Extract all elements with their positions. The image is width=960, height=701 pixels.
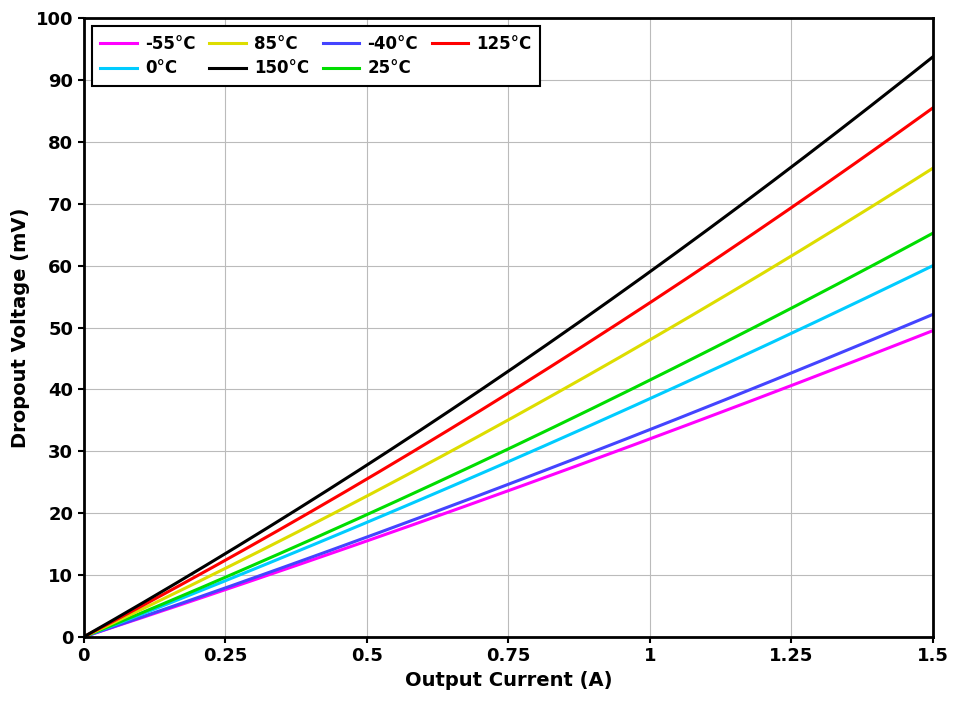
0°C bbox=[584, 422, 595, 430]
Line: 0°C: 0°C bbox=[84, 266, 933, 637]
150°C bbox=[538, 343, 549, 351]
0°C bbox=[774, 334, 785, 343]
85°C bbox=[538, 396, 549, 404]
-40°C bbox=[481, 488, 492, 496]
85°C bbox=[487, 425, 498, 433]
150°C bbox=[487, 378, 498, 386]
-55°C bbox=[927, 327, 939, 335]
-40°C bbox=[78, 633, 89, 641]
25°C bbox=[774, 310, 785, 318]
Y-axis label: Dropout Voltage (mV): Dropout Voltage (mV) bbox=[12, 207, 30, 448]
125°C bbox=[538, 367, 549, 376]
125°C bbox=[584, 338, 595, 346]
0°C bbox=[487, 465, 498, 473]
-40°C bbox=[584, 449, 595, 458]
-55°C bbox=[78, 633, 89, 641]
-40°C bbox=[487, 486, 498, 495]
Line: 150°C: 150°C bbox=[84, 57, 933, 637]
-40°C bbox=[538, 467, 549, 475]
Line: 85°C: 85°C bbox=[84, 168, 933, 637]
125°C bbox=[927, 104, 939, 112]
150°C bbox=[584, 311, 595, 320]
-40°C bbox=[907, 319, 919, 327]
85°C bbox=[584, 371, 595, 379]
Legend: -55°C, 0°C, 85°C, 150°C, -40°C, 25°C, 125°C, : -55°C, 0°C, 85°C, 150°C, -40°C, 25°C, 12… bbox=[92, 27, 540, 86]
0°C bbox=[78, 633, 89, 641]
-55°C bbox=[584, 457, 595, 465]
Line: -55°C: -55°C bbox=[84, 331, 933, 637]
-55°C bbox=[907, 334, 919, 343]
125°C bbox=[487, 399, 498, 407]
-55°C bbox=[538, 474, 549, 482]
150°C bbox=[907, 69, 919, 77]
-40°C bbox=[927, 310, 939, 318]
85°C bbox=[78, 633, 89, 641]
125°C bbox=[907, 118, 919, 127]
150°C bbox=[78, 633, 89, 641]
-55°C bbox=[487, 492, 498, 501]
25°C bbox=[78, 633, 89, 641]
-40°C bbox=[774, 374, 785, 382]
25°C bbox=[487, 452, 498, 461]
150°C bbox=[774, 172, 785, 180]
25°C bbox=[481, 455, 492, 463]
125°C bbox=[481, 402, 492, 411]
-55°C bbox=[481, 494, 492, 503]
25°C bbox=[907, 240, 919, 248]
85°C bbox=[774, 259, 785, 267]
125°C bbox=[774, 212, 785, 220]
150°C bbox=[481, 381, 492, 390]
25°C bbox=[584, 406, 595, 414]
Line: -40°C: -40°C bbox=[84, 314, 933, 637]
25°C bbox=[927, 229, 939, 238]
150°C bbox=[927, 53, 939, 61]
25°C bbox=[538, 428, 549, 437]
-55°C bbox=[774, 386, 785, 394]
85°C bbox=[907, 177, 919, 185]
0°C bbox=[481, 467, 492, 475]
0°C bbox=[907, 271, 919, 280]
Line: 25°C: 25°C bbox=[84, 233, 933, 637]
Line: 125°C: 125°C bbox=[84, 108, 933, 637]
X-axis label: Output Current (A): Output Current (A) bbox=[404, 671, 612, 690]
85°C bbox=[481, 428, 492, 436]
0°C bbox=[927, 261, 939, 270]
125°C bbox=[78, 633, 89, 641]
85°C bbox=[927, 164, 939, 172]
0°C bbox=[538, 442, 549, 451]
